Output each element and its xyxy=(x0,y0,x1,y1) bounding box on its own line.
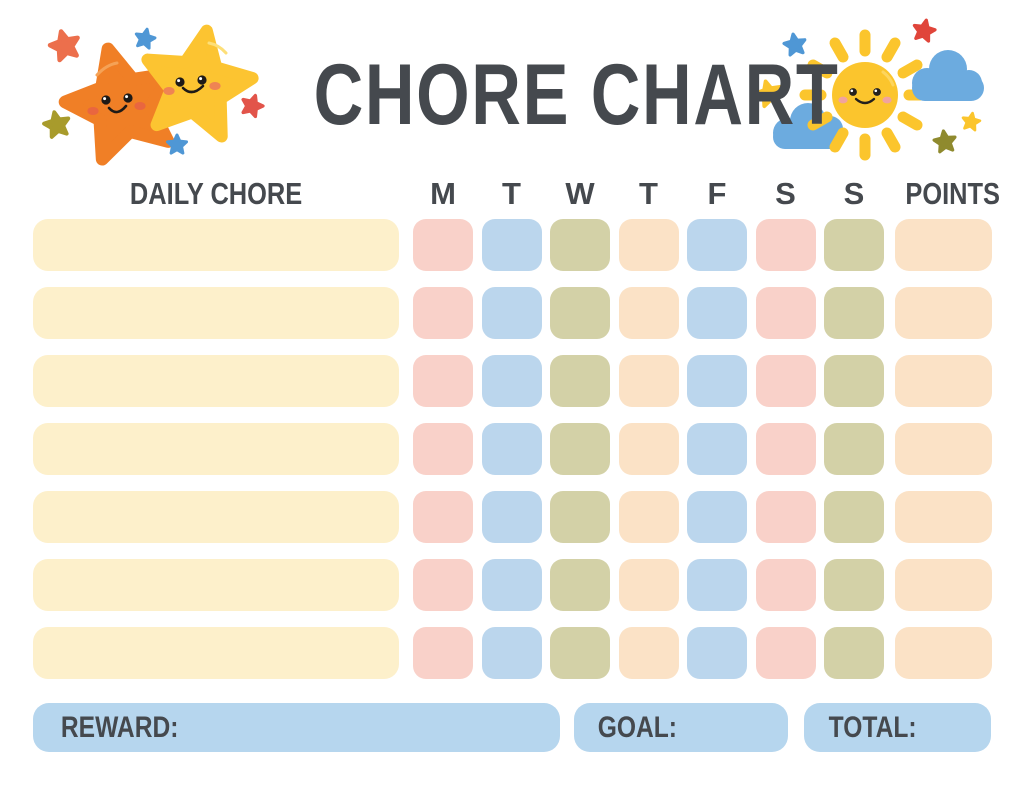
chore-name-cell[interactable] xyxy=(33,219,399,271)
day-cell-T-row7[interactable] xyxy=(481,627,542,679)
day-cell-S-row4[interactable] xyxy=(755,423,816,475)
small-olive-star-icon xyxy=(933,130,956,153)
day-header-1: M xyxy=(430,176,456,211)
day-cell-T-row1[interactable] xyxy=(618,219,679,271)
reward-box[interactable]: REWARD: xyxy=(33,703,560,752)
day-cell-F-row7[interactable] xyxy=(687,627,747,679)
day-cell-T-row3[interactable] xyxy=(481,355,542,407)
day-cell-W-row6[interactable] xyxy=(550,559,610,611)
day-cell-S-row7[interactable] xyxy=(824,627,884,679)
day-cell-W-row7[interactable] xyxy=(550,627,610,679)
goal-label: GOAL: xyxy=(597,711,677,744)
page-title: CHORE CHART xyxy=(313,47,840,143)
day-cell-F-row5[interactable] xyxy=(687,491,747,543)
goal-box[interactable]: GOAL: xyxy=(574,703,788,752)
points-cell[interactable] xyxy=(895,219,992,271)
points-cell[interactable] xyxy=(895,627,992,679)
small-red-star-icon xyxy=(912,18,937,42)
small-yellow-star-icon xyxy=(961,112,981,131)
day-cell-W-row4[interactable] xyxy=(550,423,610,475)
day-cell-T-row6[interactable] xyxy=(481,559,542,611)
day-header-5: F xyxy=(707,176,727,211)
day-cell-W-row2[interactable] xyxy=(550,287,610,339)
day-cell-S-row6[interactable] xyxy=(824,559,884,611)
daily-chore-header: DAILY CHORE xyxy=(129,176,303,211)
day-cell-T-row6[interactable] xyxy=(618,559,679,611)
day-cell-S-row5[interactable] xyxy=(755,491,816,543)
day-header-3: W xyxy=(565,176,595,211)
day-header-6: S xyxy=(775,176,796,211)
day-cell-W-row5[interactable] xyxy=(550,491,610,543)
day-cell-W-row3[interactable] xyxy=(550,355,610,407)
day-cell-T-row5[interactable] xyxy=(618,491,679,543)
day-cell-M-row5[interactable] xyxy=(413,491,473,543)
points-cell[interactable] xyxy=(895,559,992,611)
day-cell-S-row6[interactable] xyxy=(755,559,816,611)
day-cell-M-row2[interactable] xyxy=(413,287,473,339)
day-cell-M-row3[interactable] xyxy=(413,355,473,407)
day-cell-M-row4[interactable] xyxy=(413,423,473,475)
day-cell-S-row2[interactable] xyxy=(755,287,816,339)
day-cell-F-row6[interactable] xyxy=(687,559,747,611)
total-label: TOTAL: xyxy=(828,711,917,744)
yellow-star-face xyxy=(163,41,228,95)
sun-rays-icon xyxy=(799,29,931,161)
day-cell-T-row2[interactable] xyxy=(481,287,542,339)
two-smiling-stars-icon xyxy=(13,13,281,173)
day-header-2: T xyxy=(502,176,521,211)
day-cell-S-row1[interactable] xyxy=(824,219,884,271)
points-cell[interactable] xyxy=(895,491,992,543)
small-salmon-star-icon xyxy=(47,28,82,62)
total-box[interactable]: TOTAL: xyxy=(804,703,991,752)
day-cell-T-row7[interactable] xyxy=(618,627,679,679)
day-cell-S-row7[interactable] xyxy=(755,627,816,679)
small-olive-star-icon xyxy=(42,110,71,138)
chore-name-cell[interactable] xyxy=(33,491,399,543)
day-cell-F-row4[interactable] xyxy=(687,423,747,475)
day-header-7: S xyxy=(843,176,865,211)
day-cell-S-row3[interactable] xyxy=(824,355,884,407)
day-header-4: T xyxy=(639,176,658,211)
day-cell-F-row1[interactable] xyxy=(687,219,747,271)
day-cell-T-row5[interactable] xyxy=(481,491,542,543)
small-blue-star-icon xyxy=(134,27,156,49)
points-header: POINTS xyxy=(905,176,1001,211)
day-cell-S-row3[interactable] xyxy=(755,355,816,407)
day-cell-S-row5[interactable] xyxy=(824,491,884,543)
day-cell-T-row3[interactable] xyxy=(618,355,679,407)
points-cell[interactable] xyxy=(895,355,992,407)
day-cell-S-row1[interactable] xyxy=(755,219,816,271)
small-red-star-icon xyxy=(239,92,265,117)
points-cell[interactable] xyxy=(895,423,992,475)
day-cell-T-row2[interactable] xyxy=(618,287,679,339)
day-cell-T-row1[interactable] xyxy=(481,219,542,271)
day-cell-F-row2[interactable] xyxy=(687,287,747,339)
day-cell-M-row7[interactable] xyxy=(413,627,473,679)
orange-star-face xyxy=(87,61,146,115)
chore-name-cell[interactable] xyxy=(33,627,399,679)
chore-name-cell[interactable] xyxy=(33,559,399,611)
right-cloud-icon xyxy=(912,50,984,101)
day-cell-F-row3[interactable] xyxy=(687,355,747,407)
day-cell-W-row1[interactable] xyxy=(550,219,610,271)
chore-name-cell[interactable] xyxy=(33,423,399,475)
day-cell-T-row4[interactable] xyxy=(618,423,679,475)
chore-name-cell[interactable] xyxy=(33,287,399,339)
points-cell[interactable] xyxy=(895,287,992,339)
day-cell-T-row4[interactable] xyxy=(481,423,542,475)
sun-icon xyxy=(832,62,898,128)
reward-label: REWARD: xyxy=(60,711,179,744)
smiling-sun-with-clouds-icon xyxy=(740,5,1024,161)
day-cell-S-row4[interactable] xyxy=(824,423,884,475)
chore-name-cell[interactable] xyxy=(33,355,399,407)
day-cell-M-row6[interactable] xyxy=(413,559,473,611)
day-cell-M-row1[interactable] xyxy=(413,219,473,271)
day-cell-S-row2[interactable] xyxy=(824,287,884,339)
